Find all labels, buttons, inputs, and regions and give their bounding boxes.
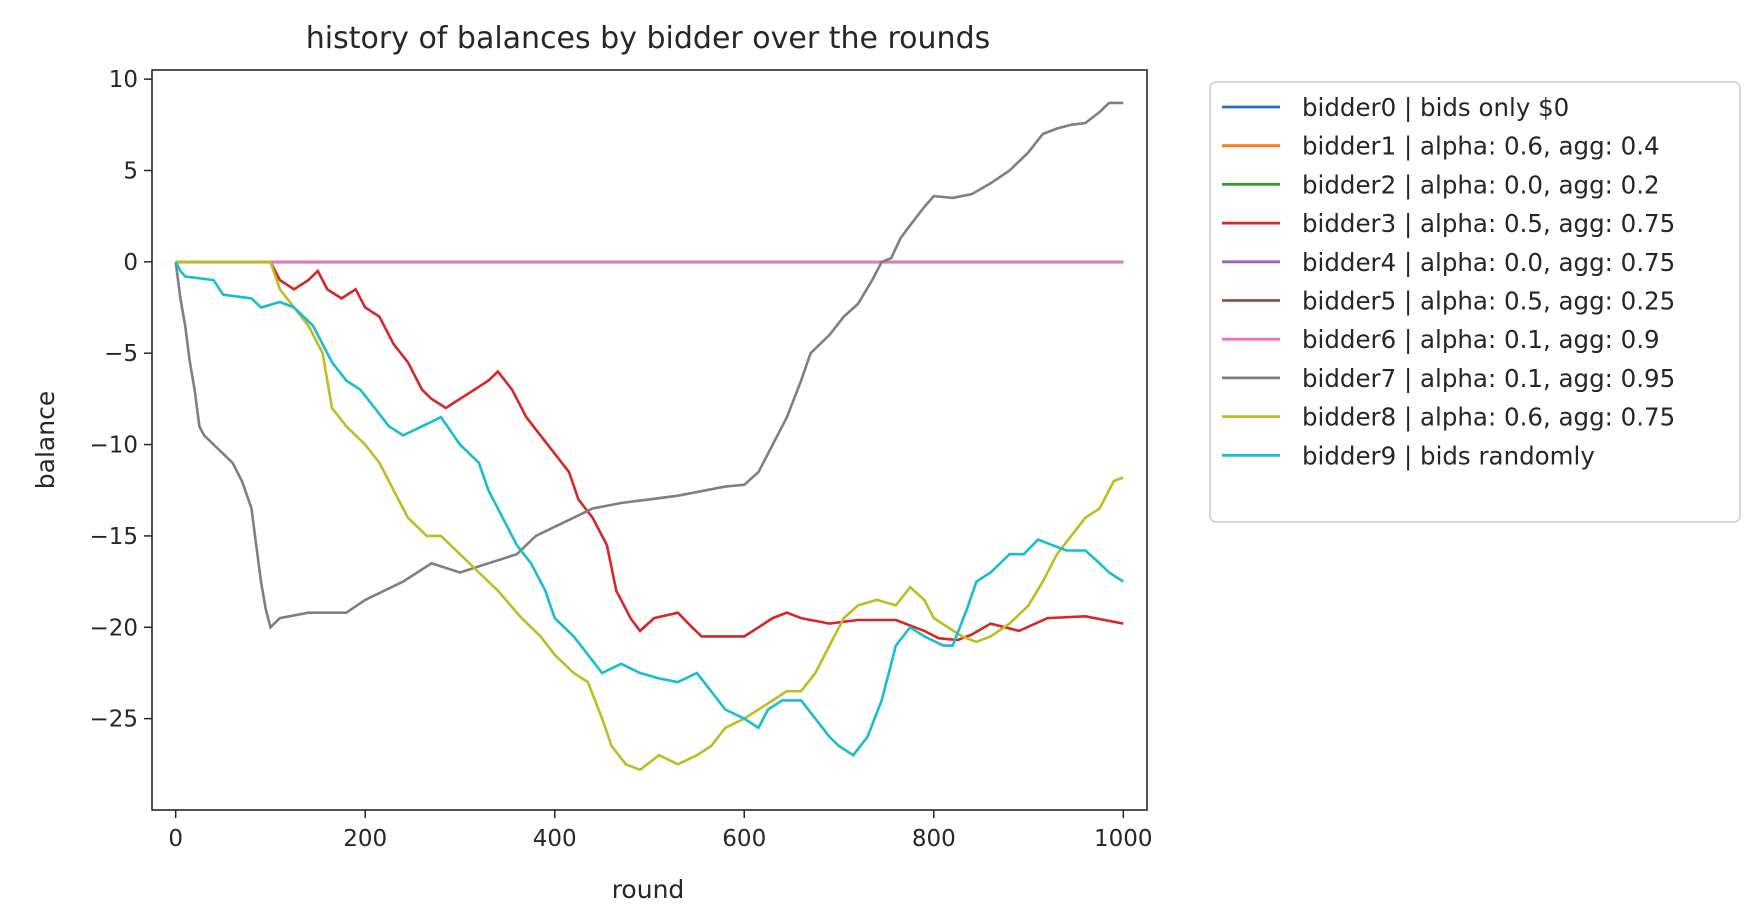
x-axis-label: round	[612, 875, 685, 904]
legend-label-bidder2: bidder2 | alpha: 0.0, agg: 0.2	[1302, 170, 1660, 199]
chart-title: history of balances by bidder over the r…	[306, 21, 991, 56]
y-tick-label: −10	[89, 433, 138, 459]
y-tick-label: −20	[89, 615, 138, 641]
y-axis: 10 5 0 −5 −10 −15 −20 −25	[89, 67, 152, 733]
y-tick-label: 10	[109, 67, 138, 93]
legend-label-bidder8: bidder8 | alpha: 0.6, agg: 0.75	[1302, 403, 1675, 432]
x-tick-label: 1000	[1094, 826, 1153, 852]
series-line-bidder3	[175, 260, 1124, 642]
legend-label-bidder5: bidder5 | alpha: 0.5, agg: 0.25	[1302, 287, 1675, 316]
legend-label-bidder0: bidder0 | bids only $0	[1302, 93, 1569, 122]
legend-label-bidder4: bidder4 | alpha: 0.0, agg: 0.75	[1302, 248, 1675, 277]
y-tick-label: 5	[123, 158, 138, 184]
series-layer	[174, 101, 1125, 772]
x-tick-label: 600	[722, 826, 766, 852]
plot-area-frame	[151, 69, 1148, 811]
legend-label-bidder7: bidder7 | alpha: 0.1, agg: 0.95	[1302, 364, 1675, 393]
y-tick-label: −5	[104, 341, 138, 367]
legend-label-bidder9: bidder9 | bids randomly	[1302, 441, 1595, 470]
x-tick-label: 0	[168, 826, 183, 852]
x-axis: 0 200 400 600 800 1000	[168, 810, 1153, 852]
series-line-bidder7	[174, 101, 1124, 630]
x-tick-label: 200	[343, 826, 387, 852]
x-tick-label: 400	[533, 826, 577, 852]
series-line-bidder8	[175, 260, 1124, 772]
legend: bidder0 | bids only $0 bidder1 | alpha: 0…	[1209, 81, 1741, 523]
x-tick-label: 800	[912, 826, 956, 852]
y-tick-label: 0	[123, 250, 138, 276]
y-axis-label: balance	[31, 391, 60, 489]
y-tick-label: −15	[89, 524, 138, 550]
legend-label-bidder6: bidder6 | alpha: 0.1, agg: 0.9	[1302, 325, 1660, 354]
legend-label-bidder3: bidder3 | alpha: 0.5, agg: 0.75	[1302, 209, 1675, 238]
series-line-bidder9	[174, 261, 1125, 757]
legend-label-bidder1: bidder1 | alpha: 0.6, agg: 0.4	[1302, 132, 1660, 161]
y-tick-label: −25	[89, 707, 138, 733]
legend-frame	[1209, 81, 1741, 523]
